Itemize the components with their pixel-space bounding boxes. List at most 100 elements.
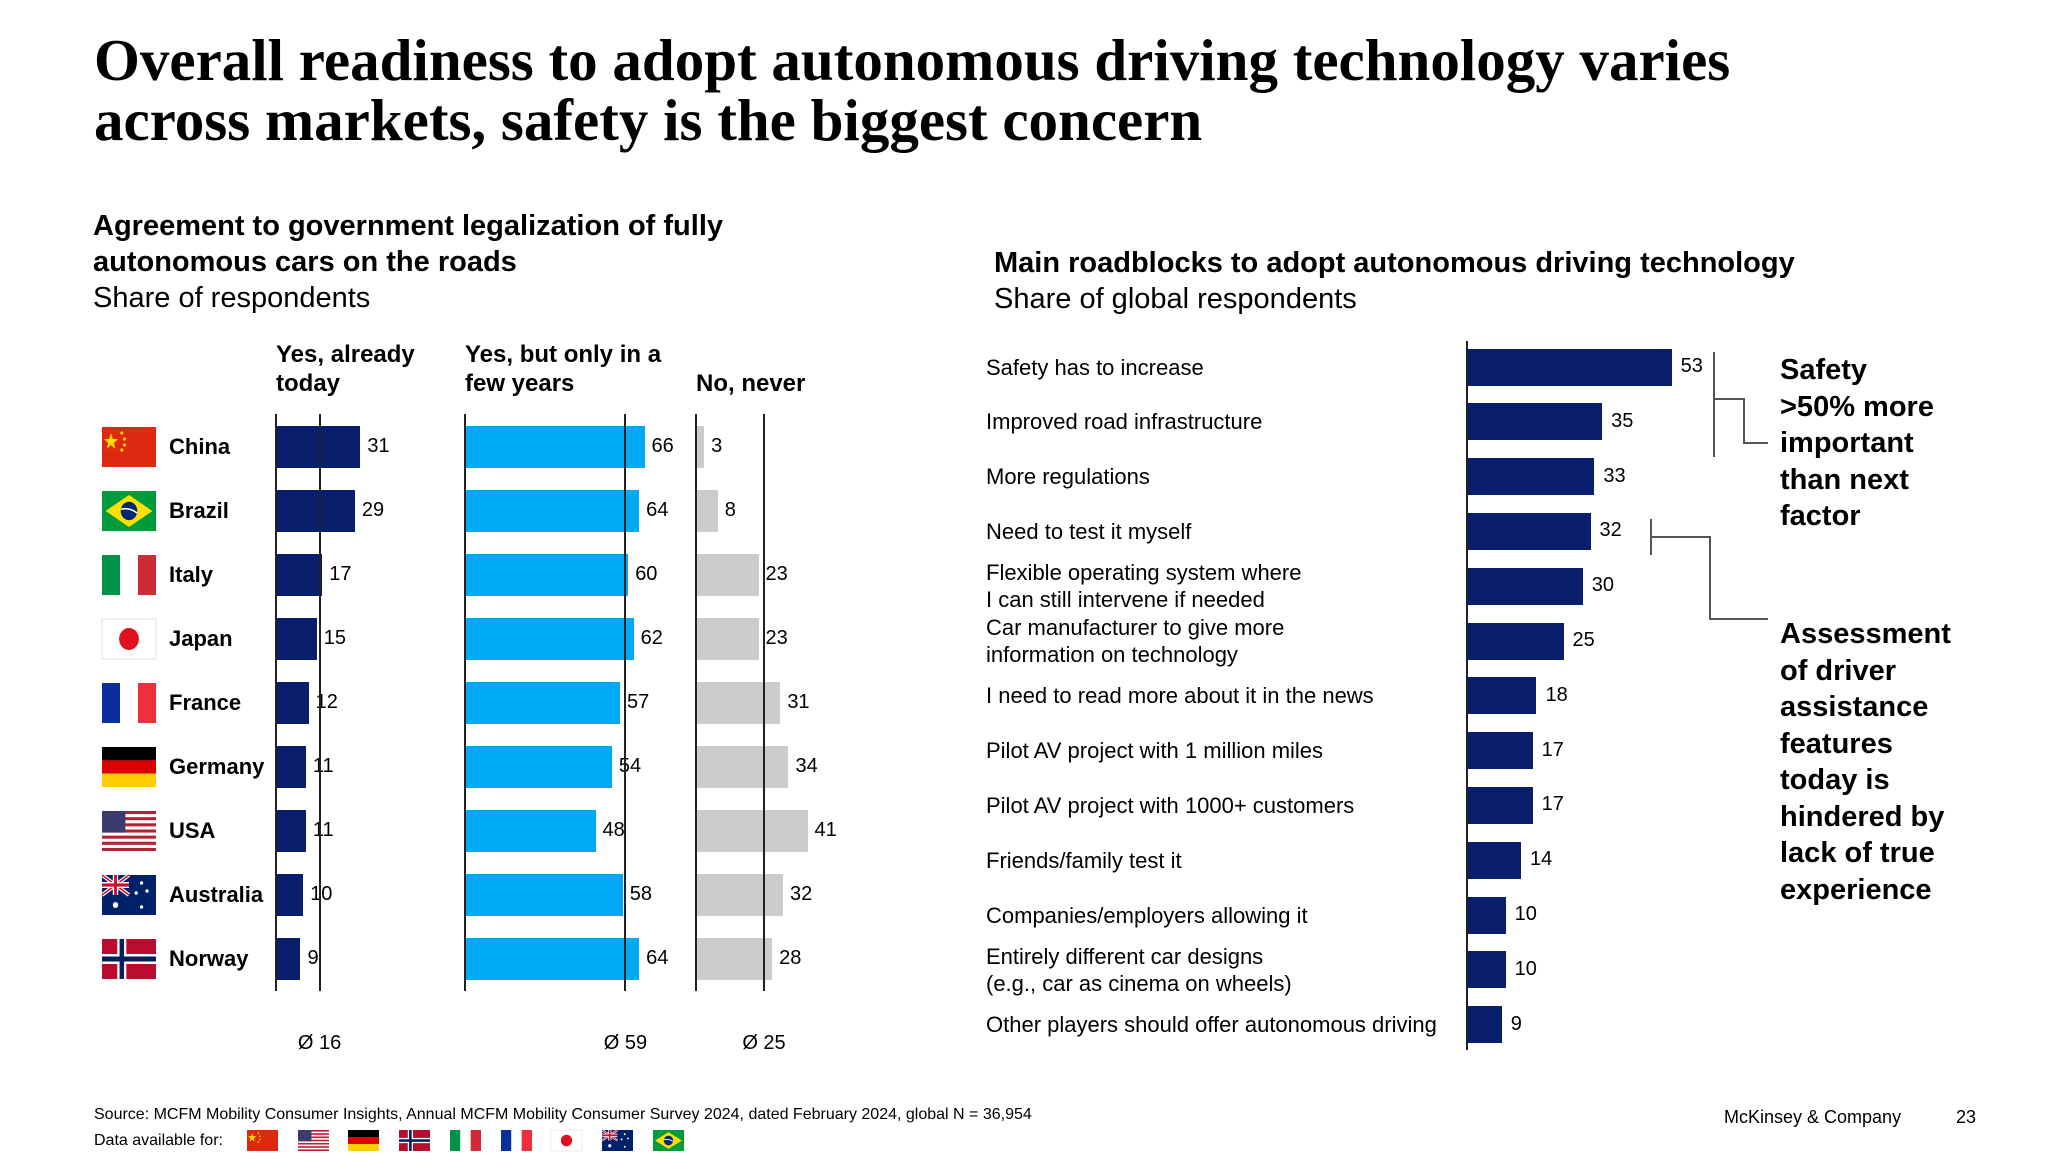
category-label-line: Other players should offer autonomous dr… — [986, 1012, 1437, 1038]
bar-yes-few-years — [465, 618, 634, 660]
data-label: 23 — [765, 563, 788, 585]
data-label: 64 — [646, 947, 669, 969]
annotation-line: factor — [1780, 500, 1861, 532]
source-note: Source: MCFM Mobility Consumer Insights,… — [94, 1106, 1032, 1123]
bar-yes-few-years — [465, 746, 612, 788]
data-label: 60 — [635, 563, 658, 585]
bar-roadblock — [1467, 786, 1533, 824]
data-label: 35 — [1611, 409, 1634, 432]
bar-roadblock — [1467, 567, 1583, 605]
bar-yes-few-years — [465, 874, 623, 916]
country-label: Brazil — [169, 498, 229, 523]
flag-australia-icon — [101, 873, 156, 915]
category-label: More regulations — [986, 463, 1150, 490]
category-label-line: I need to read more about it in the news — [986, 683, 1374, 709]
average-line — [763, 414, 765, 991]
category-label-line: I can still intervene if needed — [986, 587, 1265, 613]
country-label: France — [169, 690, 242, 715]
page-number: 23 — [1956, 1107, 1977, 1127]
annotation-line: than next — [1780, 463, 1909, 496]
legend-line: Yes, already — [276, 341, 415, 368]
flag-italy-icon — [449, 1130, 481, 1151]
legend-line: today — [276, 370, 341, 397]
legend-yes-already-today: Yes, already today — [276, 340, 415, 398]
bar-yes-already-today — [276, 874, 304, 916]
axis-line — [695, 414, 697, 991]
legend-line: No, never — [696, 370, 806, 397]
data-label: 10 — [1514, 903, 1537, 925]
data-label: 10 — [1514, 957, 1537, 980]
flag-italy-icon — [102, 555, 156, 595]
bar-no-never — [696, 746, 789, 788]
left-chart-title-line: autonomous cars on the roads — [93, 246, 517, 278]
category-label: I need to read more about it in the news — [986, 682, 1374, 709]
bar-no-never — [696, 490, 718, 532]
flag-japan-icon — [101, 618, 157, 660]
annotation-line: Safety — [1780, 354, 1868, 386]
bar-roadblock — [1467, 951, 1506, 989]
category-label: Other players should offer autonomous dr… — [986, 1011, 1437, 1038]
data-label: 48 — [602, 819, 625, 841]
annotation-line: today is — [1780, 764, 1890, 796]
legend-line: Yes, but only in a — [465, 341, 662, 368]
data-label: 9 — [307, 947, 319, 969]
category-label-line: (e.g., car as cinema on wheels) — [986, 970, 1292, 996]
bar-roadblock — [1467, 677, 1537, 715]
bar-no-never — [696, 938, 773, 980]
category-label-line: Companies/employers allowing it — [986, 902, 1308, 928]
data-label: 31 — [367, 435, 390, 457]
data-label: 31 — [787, 691, 810, 713]
bar-roadblock — [1467, 732, 1533, 770]
flag-china-icon — [102, 427, 156, 467]
bar-roadblock — [1467, 896, 1506, 934]
data-label: 41 — [814, 819, 837, 841]
flag-usa-icon — [297, 1130, 329, 1151]
data-label: 66 — [651, 435, 674, 457]
data-label: 32 — [790, 883, 813, 905]
page-title: Overall readiness to adopt autonomous dr… — [94, 30, 1730, 150]
data-label: 17 — [1541, 793, 1564, 816]
bar-roadblock — [1467, 841, 1522, 879]
country-label: Japan — [169, 626, 233, 651]
annotation-assessment: Assessment of driver assistance features… — [1780, 616, 1951, 908]
bar-no-never — [696, 554, 759, 596]
annotation-line: assistance — [1780, 691, 1929, 723]
data-label: 33 — [1603, 464, 1626, 487]
bar-yes-already-today — [276, 426, 361, 468]
data-label: 18 — [1545, 683, 1568, 706]
left-chart-heading: Agreement to government legalization of … — [93, 208, 723, 316]
category-label: Pilot AV project with 1 million miles — [986, 737, 1323, 764]
country-label: Germany — [169, 754, 265, 779]
bar-yes-few-years — [465, 938, 640, 980]
bar-yes-few-years — [465, 490, 640, 532]
bar-yes-few-years — [465, 682, 621, 724]
category-label-line: Entirely different car designs — [986, 943, 1264, 969]
bar-roadblock — [1467, 403, 1603, 441]
category-label: Car manufacturer to give more information… — [986, 614, 1284, 668]
flag-france-icon — [500, 1130, 532, 1151]
data-label: 58 — [629, 883, 652, 905]
bar-yes-few-years — [465, 426, 645, 468]
legend-yes-few-years: Yes, but only in a few years — [465, 340, 661, 398]
country-label: China — [169, 434, 231, 459]
annotation-line: experience — [1780, 873, 1932, 906]
data-label: 29 — [361, 499, 385, 521]
bar-yes-few-years — [465, 810, 596, 852]
data-label: 23 — [765, 627, 788, 649]
bar-no-never — [696, 618, 759, 660]
flag-brazil-icon — [102, 491, 156, 531]
data-label: 30 — [1591, 574, 1615, 597]
category-label: Flexible operating system where I can sti… — [986, 559, 1301, 613]
category-label-line: Improved road infrastructure — [986, 409, 1263, 435]
category-label-line: More regulations — [986, 464, 1150, 490]
data-label: 17 — [329, 563, 352, 585]
flag-germany-icon — [102, 747, 156, 787]
average-line — [624, 414, 627, 991]
right-chart-title: Main roadblocks to adopt autonomous driv… — [994, 247, 1795, 279]
bar-no-never — [696, 426, 705, 468]
page-title-line: Overall readiness to adopt autonomous dr… — [94, 27, 1731, 93]
bar-roadblock — [1467, 348, 1672, 386]
axis-line — [1466, 341, 1468, 1050]
right-chart-heading: Main roadblocks to adopt autonomous driv… — [994, 245, 1795, 317]
